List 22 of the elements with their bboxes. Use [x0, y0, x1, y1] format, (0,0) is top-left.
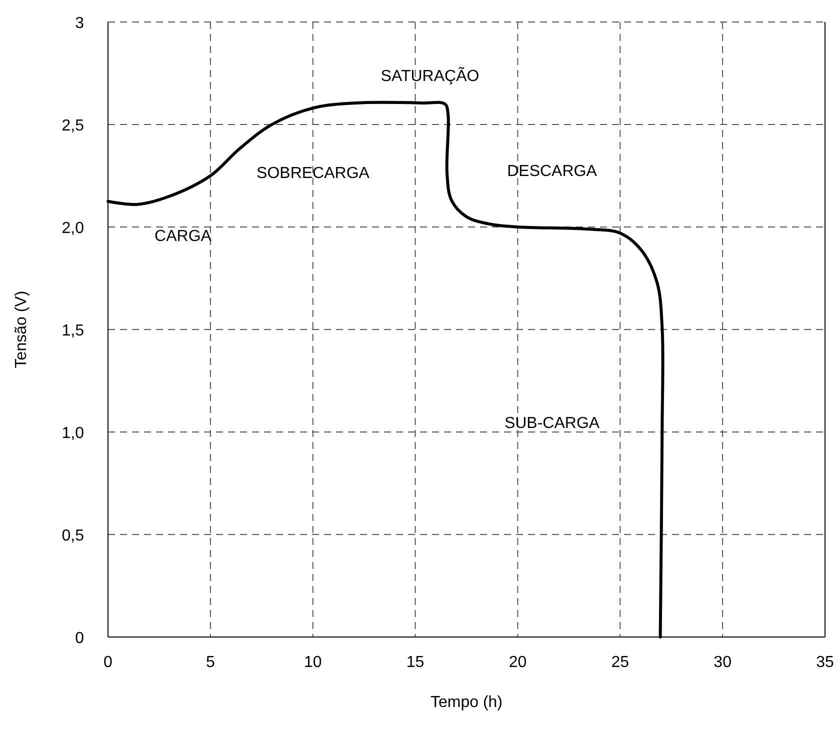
- y-tick-label: 1,0: [62, 425, 84, 442]
- y-tick-label: 0,5: [62, 528, 84, 544]
- annotation: SOBRECARGA: [256, 165, 370, 182]
- y-tick-label: 1,5: [62, 322, 84, 340]
- y-tick-label: 0: [75, 630, 84, 647]
- annotation: SATURAÇÃO: [380, 66, 480, 85]
- x-tick-label: 5: [206, 654, 215, 671]
- y-axis-title: Tensão (V): [13, 290, 30, 368]
- x-axis-title: Tempo (h): [430, 694, 503, 711]
- y-tick-label: 2,5: [62, 118, 84, 134]
- x-tick-label: 10: [304, 654, 322, 671]
- x-tick-label: 0: [104, 654, 113, 671]
- annotation: DESCARGA: [507, 163, 598, 180]
- x-tick-label: 35: [816, 654, 834, 671]
- y-tick-label: 2,0: [62, 220, 84, 237]
- x-tick-label: 20: [508, 654, 527, 671]
- x-tick-label: 30: [714, 654, 732, 671]
- x-tick-label: 15: [406, 654, 424, 671]
- x-tick-label: 25: [611, 654, 630, 671]
- annotation: CARGA: [154, 228, 212, 245]
- annotation: SUB-CARGA: [504, 415, 600, 432]
- y-tick-label: 3: [75, 15, 84, 32]
